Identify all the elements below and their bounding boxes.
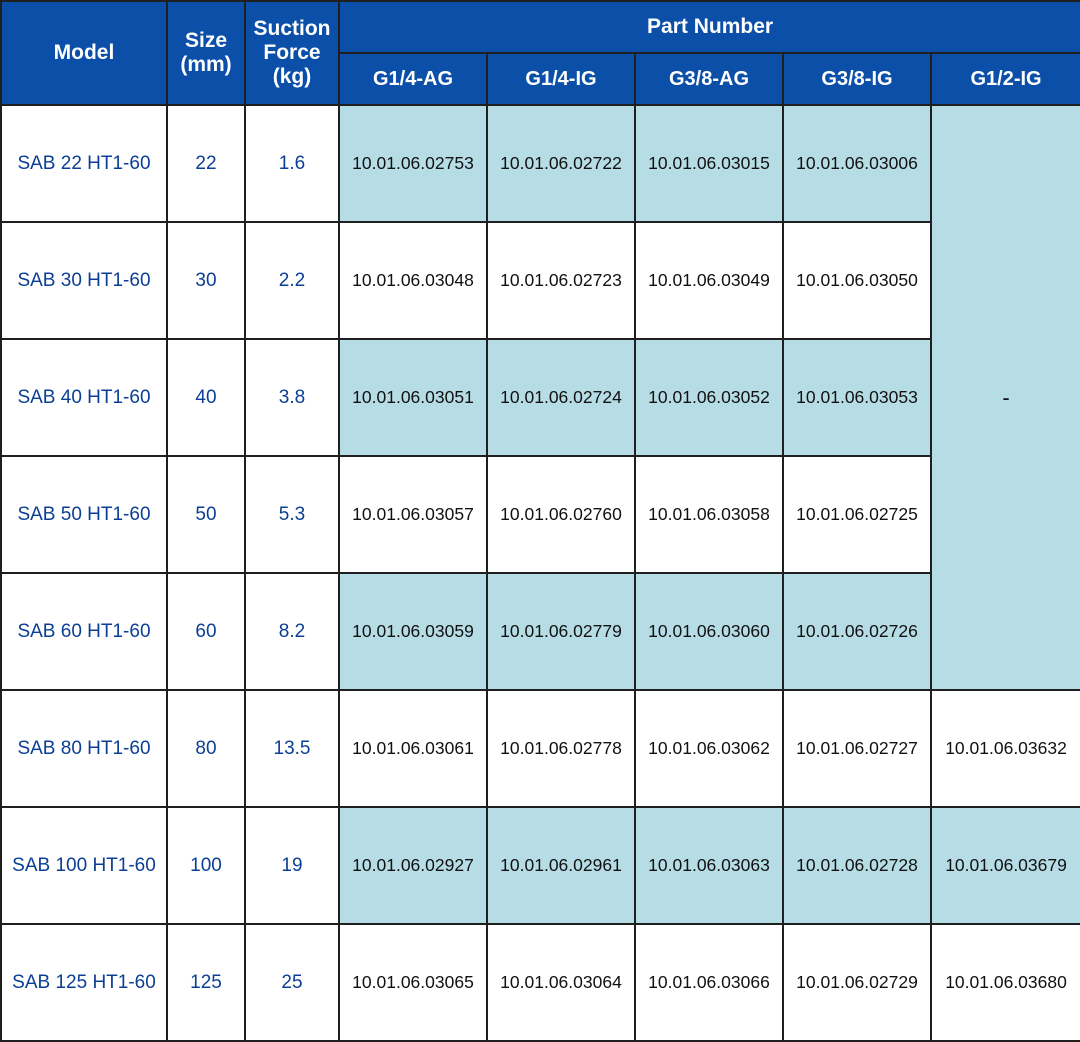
part-number-cell: 10.01.06.03066 (634, 923, 784, 1042)
table-row: SAB 40 HT1-60 40 3.8 10.01.06.03051 10.0… (0, 338, 1080, 457)
table-row: SAB 100 HT1-60 100 19 10.01.06.02927 10.… (0, 806, 1080, 925)
column-header-model: Model (0, 0, 168, 106)
part-number-cell: 10.01.06.02779 (486, 572, 636, 691)
model-cell: SAB 50 HT1-60 (0, 455, 168, 574)
table-row: SAB 22 HT1-60 22 1.6 10.01.06.02753 10.0… (0, 104, 1080, 691)
part-number-cell: 10.01.06.02724 (486, 338, 636, 457)
size-header-line1: Size (184, 28, 228, 52)
force-cell: 2.2 (244, 221, 340, 340)
force-cell: 19 (244, 806, 340, 925)
model-cell: SAB 60 HT1-60 (0, 572, 168, 691)
part-number-cell: 10.01.06.02725 (782, 455, 932, 574)
model-cell: SAB 100 HT1-60 (0, 806, 168, 925)
part-number-cell: 10.01.06.02727 (782, 689, 932, 808)
part-number-cell: 10.01.06.03057 (338, 455, 488, 574)
column-header-part-number: Part Number (337, 0, 1080, 54)
part-number-cell: 10.01.06.03052 (634, 338, 784, 457)
part-number-cell: 10.01.06.03064 (486, 923, 636, 1042)
part-number-cell: 10.01.06.03061 (338, 689, 488, 808)
part-number-cell: 10.01.06.02729 (782, 923, 932, 1042)
part-number-cell: 10.01.06.02722 (486, 104, 636, 223)
part-number-cell: 10.01.06.03679 (929, 806, 1080, 925)
part-number-cell: 10.01.06.02760 (486, 455, 636, 574)
size-cell: 50 (166, 455, 246, 574)
part-number-cell: 10.01.06.02753 (338, 104, 488, 223)
variant-header: G1/4-AG (338, 52, 488, 106)
part-number-cell: 10.01.06.02726 (782, 572, 932, 691)
part-number-cell: 10.01.06.03048 (338, 221, 488, 340)
part-number-cell: 10.01.06.03015 (634, 104, 784, 223)
part-number-cell: 10.01.06.02927 (338, 806, 488, 925)
force-cell: 13.5 (244, 689, 340, 808)
part-number-cell: 10.01.06.03060 (634, 572, 784, 691)
model-cell: SAB 40 HT1-60 (0, 338, 168, 457)
force-header-line3: (kg) (272, 65, 312, 89)
table-row: SAB 60 HT1-60 60 8.2 10.01.06.03059 10.0… (0, 572, 1080, 691)
model-cell: SAB 22 HT1-60 (0, 104, 168, 223)
force-header-line2: Force (263, 40, 321, 64)
size-header-line2: (mm) (180, 53, 232, 76)
part-number-cell: 10.01.06.03680 (929, 923, 1080, 1042)
part-number-cell: 10.01.06.03058 (634, 455, 784, 574)
variant-header: G3/8-AG (634, 52, 784, 106)
part-number-cell: 10.01.06.03006 (782, 104, 932, 223)
size-cell: 100 (166, 806, 246, 925)
part-number-cell: 10.01.06.02961 (486, 806, 636, 925)
table-row: SAB 50 HT1-60 50 5.3 10.01.06.03057 10.0… (0, 455, 1080, 574)
size-cell: 30 (166, 221, 246, 340)
part-number-cell: 10.01.06.02778 (486, 689, 636, 808)
part-number-cell: 10.01.06.03062 (634, 689, 784, 808)
part-number-cell: 10.01.06.03053 (782, 338, 932, 457)
size-cell: 125 (166, 923, 246, 1042)
force-cell: 5.3 (244, 455, 340, 574)
model-cell: SAB 125 HT1-60 (0, 923, 168, 1042)
table-row: SAB 30 HT1-60 30 2.2 10.01.06.03048 10.0… (0, 221, 1080, 340)
part-number-cell: 10.01.06.03050 (782, 221, 932, 340)
size-cell: 40 (166, 338, 246, 457)
header-row-variants: G1/4-AG G1/4-IG G3/8-AG G3/8-IG G1/2-IG (1, 52, 1080, 106)
part-number-cell: 10.01.06.03632 (929, 689, 1080, 808)
force-cell: 25 (244, 923, 340, 1042)
table-row: SAB 125 HT1-60 125 25 10.01.06.03065 10.… (0, 923, 1080, 1042)
size-cell: 22 (166, 104, 246, 223)
part-number-cell: 10.01.06.02728 (782, 806, 932, 925)
part-number-cell: 10.01.06.03063 (634, 806, 784, 925)
variant-header: G1/4-IG (486, 52, 636, 106)
column-header-size: Size (mm) (166, 0, 246, 106)
column-header-suction-force: Suction Force (kg) (244, 0, 340, 106)
table-row: SAB 80 HT1-60 80 13.5 10.01.06.03061 10.… (0, 689, 1080, 808)
variant-header: G3/8-IG (782, 52, 932, 106)
part-number-cell: 10.01.06.03049 (634, 221, 784, 340)
size-cell: 80 (166, 689, 246, 808)
part-number-cell: 10.01.06.03051 (338, 338, 488, 457)
part-number-cell: 10.01.06.02723 (486, 221, 636, 340)
force-cell: 8.2 (244, 572, 340, 691)
part-number-cell: 10.01.06.03065 (338, 923, 488, 1042)
force-cell: 1.6 (244, 104, 340, 223)
force-cell: 3.8 (244, 338, 340, 457)
unavailable-merged-cell: - (929, 104, 1080, 691)
variant-header: G1/2-IG (929, 52, 1080, 106)
header-row-top: Model Size (mm) Suction Force (kg) Part … (0, 0, 1080, 106)
part-number-cell: 10.01.06.03059 (338, 572, 488, 691)
model-cell: SAB 80 HT1-60 (0, 689, 168, 808)
size-cell: 60 (166, 572, 246, 691)
force-header-line1: Suction (253, 16, 331, 40)
model-cell: SAB 30 HT1-60 (0, 221, 168, 340)
